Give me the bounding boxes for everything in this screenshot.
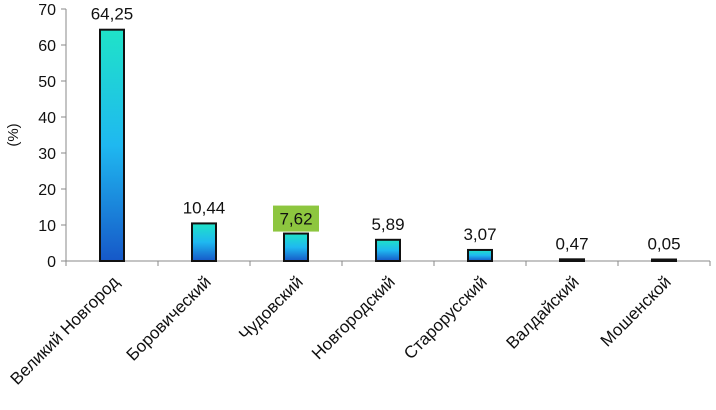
y-axis: 0 10 20 30 40 50 60 70: [38, 2, 67, 271]
bar: [559, 258, 585, 263]
data-label: 10,44: [183, 198, 226, 217]
category-label: Новгородский: [308, 272, 399, 363]
y-tick-label: 70: [38, 2, 56, 19]
bar: [99, 28, 125, 263]
category-label: Валдайский: [503, 272, 583, 352]
data-labels: 64,25 10,44 7,62 5,89 3,07 0,47 0,05: [91, 5, 681, 254]
y-tick-label: 60: [38, 38, 56, 55]
bar: [375, 238, 401, 263]
data-label: 64,25: [91, 5, 134, 24]
y-tick-label: 40: [38, 110, 56, 127]
category-label: Боровический: [123, 272, 215, 364]
y-axis-label: (%): [5, 123, 22, 146]
category-label: Старорусский: [400, 272, 491, 363]
bar: [467, 248, 493, 262]
y-tick-label: 50: [38, 74, 56, 91]
data-label: 3,07: [463, 225, 496, 244]
bar: [191, 222, 217, 262]
category-label: Великий Новгород: [7, 272, 123, 388]
y-tick-label: 0: [47, 254, 56, 271]
y-tick-label: 20: [38, 182, 56, 199]
data-label: 7,62: [279, 210, 312, 229]
bar: [283, 232, 309, 262]
data-label: 0,47: [555, 234, 588, 253]
data-label: 0,05: [647, 235, 680, 254]
highlight-label-box: [273, 205, 319, 232]
category-labels: Великий Новгород Боровический Чудовский Нов…: [7, 272, 675, 388]
category-label: Чудовский: [235, 272, 307, 344]
y-tick-label: 30: [38, 146, 56, 163]
y-tick-label: 10: [38, 218, 56, 235]
category-label: Мошенской: [597, 272, 675, 350]
data-label: 5,89: [371, 215, 404, 234]
bar: [651, 258, 677, 262]
bars: [99, 28, 677, 263]
